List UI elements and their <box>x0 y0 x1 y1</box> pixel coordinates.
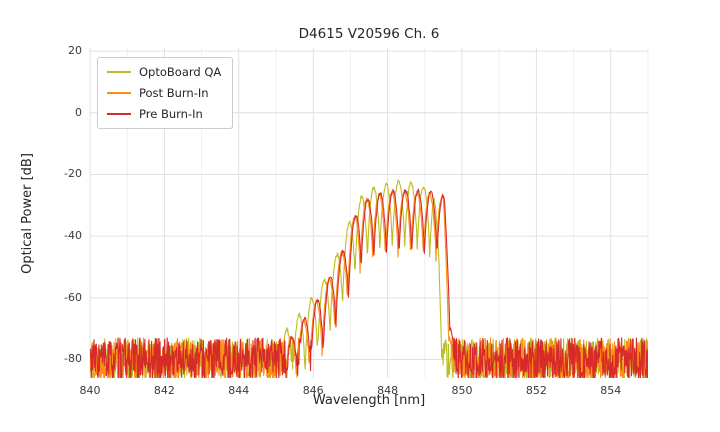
x-tick-label: 846 <box>302 384 324 397</box>
y-tick-label: -40 <box>64 229 82 243</box>
legend-item: Pre Burn-In <box>107 107 221 121</box>
legend-swatch <box>107 70 131 74</box>
x-axis-label: Wavelength [nm] <box>312 393 426 408</box>
x-tick-label: 844 <box>228 384 250 397</box>
y-tick-label: 0 <box>75 105 82 119</box>
chart-title: D4615 V20596 Ch. 6 <box>298 26 440 42</box>
x-tick-label: 840 <box>79 384 101 397</box>
y-tick-label: -80 <box>64 352 82 366</box>
x-tick-label: 852 <box>525 384 547 397</box>
legend-swatch <box>107 91 131 95</box>
legend-item: OptoBoard QA <box>107 65 221 79</box>
x-tick-label: 854 <box>600 384 622 397</box>
legend: OptoBoard QA Post Burn-In Pre Burn-In <box>97 57 234 129</box>
y-tick-label: 20 <box>68 44 82 58</box>
x-tick-label: 850 <box>451 384 473 397</box>
legend-swatch <box>107 112 131 116</box>
legend-item: Post Burn-In <box>107 86 221 100</box>
x-tick-label: 842 <box>153 384 175 397</box>
legend-label: Post Burn-In <box>139 86 209 100</box>
legend-label: OptoBoard QA <box>139 65 222 79</box>
legend-label: Pre Burn-In <box>139 107 203 121</box>
x-tick-label: 848 <box>377 384 399 397</box>
y-tick-label: -20 <box>64 167 82 181</box>
y-tick-label: -60 <box>64 290 82 304</box>
